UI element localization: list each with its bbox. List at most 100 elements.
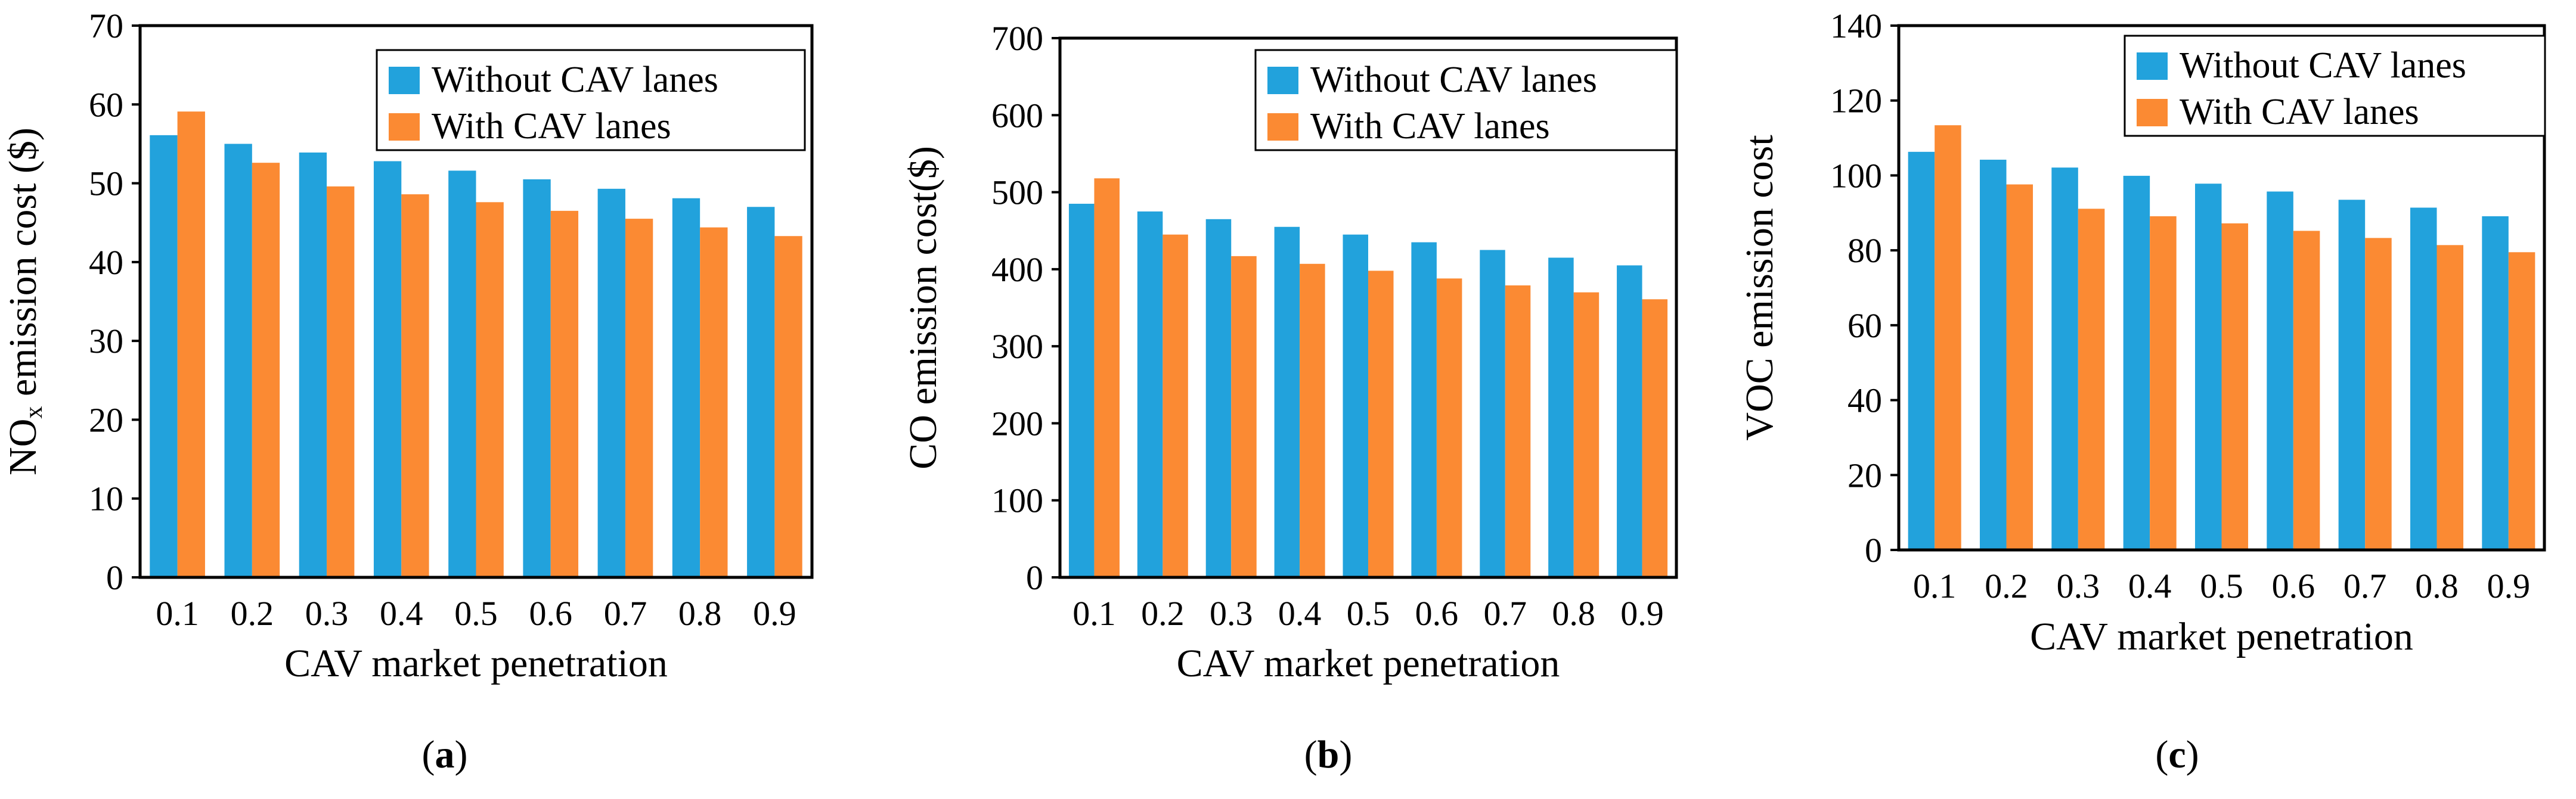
- bar-without-cav-lanes-0.6: [523, 179, 551, 577]
- y-tick-label: 140: [1830, 7, 1882, 45]
- bar-without-cav-lanes-0.1: [1068, 203, 1095, 577]
- x-axis-title: CAV market penetration: [1177, 642, 1560, 685]
- caption-letter: a: [435, 733, 455, 776]
- bar-without-cav-lanes-0.8: [2410, 207, 2437, 550]
- legend-label: Without CAV lanes: [432, 60, 718, 100]
- y-tick-label: 400: [991, 250, 1043, 289]
- y-tick-label: 70: [89, 7, 123, 45]
- y-axis-title-subscript: x: [20, 406, 48, 419]
- bar-without-cav-lanes-0.2: [224, 144, 252, 577]
- legend-box: [376, 49, 806, 151]
- bar-with-cav-lanes-0.4: [401, 194, 429, 577]
- bar-without-cav-lanes-0.7: [2338, 200, 2366, 550]
- legend-box: [1254, 49, 1678, 151]
- x-tick-label: 0.7: [604, 594, 647, 633]
- x-tick-label: 0.5: [1347, 594, 1390, 633]
- y-axis-title-prefix: VOC emission cost: [1738, 135, 1781, 440]
- legend-label: With CAV lanes: [1310, 106, 1550, 147]
- chart-panel-2: 0 100 200 300 400 500 600 700 0.1 0.2 0.3 0.4 0.5 0.6…: [901, 19, 1678, 776]
- x-tick-label: 0.1: [156, 594, 199, 633]
- y-tick-label: 500: [991, 173, 1043, 212]
- y-tick-label: 0: [106, 558, 123, 597]
- y-axis-title-prefix: CO emission cost($): [901, 146, 945, 470]
- x-tick-label: 0.2: [1141, 594, 1185, 633]
- y-axis-title-suffix: emission cost ($): [1, 128, 45, 406]
- y-tick-label: 20: [1847, 456, 1882, 495]
- x-tick-label: 0.8: [2415, 567, 2459, 605]
- y-axis-title: CO emission cost($): [901, 146, 945, 470]
- x-axis-title: CAV market penetration: [2030, 615, 2413, 658]
- bar-with-cav-lanes-0.6: [2293, 231, 2320, 550]
- bar-with-cav-lanes-0.7: [2365, 238, 2392, 550]
- bar-with-cav-lanes-0.2: [252, 163, 280, 578]
- bar-without-cav-lanes-0.9: [1617, 265, 1642, 578]
- panel-caption: (b): [1304, 733, 1353, 776]
- x-tick-label: 0.8: [678, 594, 722, 633]
- x-tick-label: 0.6: [2272, 567, 2315, 605]
- bar-with-cav-lanes-0.9: [1642, 299, 1668, 577]
- bar-without-cav-lanes-0.7: [597, 188, 625, 577]
- caption-close-paren: ): [455, 733, 468, 776]
- x-tick-label: 0.4: [2128, 567, 2172, 605]
- bar-without-cav-lanes-0.5: [1343, 234, 1368, 577]
- x-tick-label: 0.6: [1415, 594, 1459, 633]
- y-tick-label: 40: [1847, 381, 1882, 420]
- x-tick-label: 0.9: [2487, 567, 2531, 605]
- y-tick-label: 700: [991, 19, 1043, 58]
- legend-swatch-with-cav-lanes: [2137, 99, 2168, 126]
- bar-without-cav-lanes-0.8: [1548, 257, 1574, 577]
- x-tick-label: 0.1: [1072, 594, 1116, 633]
- y-tick-label: 20: [89, 400, 123, 439]
- plot-frame: [1058, 36, 1678, 579]
- bar-with-cav-lanes-0.1: [1094, 178, 1120, 577]
- panel-caption: (a): [422, 733, 468, 776]
- x-tick-label: 0.2: [231, 594, 274, 633]
- caption-open-paren: (: [422, 733, 435, 776]
- legend: Without CAV lanes With CAV lanes: [1254, 49, 1678, 151]
- bar-with-cav-lanes-0.3: [2078, 209, 2105, 550]
- x-tick-label: 0.5: [2200, 567, 2243, 605]
- bar-without-cav-lanes-0.2: [1137, 211, 1163, 578]
- legend-label: With CAV lanes: [432, 106, 671, 147]
- x-tick-label: 0.2: [1985, 567, 2028, 605]
- bar-without-cav-lanes-0.5: [448, 170, 476, 577]
- legend-label: With CAV lanes: [2180, 92, 2419, 132]
- bar-with-cav-lanes-0.5: [2221, 223, 2249, 550]
- bar-without-cav-lanes-0.3: [299, 152, 327, 578]
- bar-without-cav-lanes-0.6: [1411, 242, 1437, 577]
- bar-without-cav-lanes-0.8: [672, 198, 700, 578]
- y-tick-label: 30: [89, 322, 123, 360]
- bar-without-cav-lanes-0.7: [1480, 250, 1505, 577]
- y-tick-label: 80: [1847, 231, 1882, 270]
- bar-with-cav-lanes-0.4: [2150, 216, 2177, 550]
- y-tick-label: 50: [89, 164, 123, 203]
- y-tick-label: 120: [1830, 82, 1882, 120]
- y-tick-label: 10: [89, 480, 123, 518]
- x-tick-label: 0.3: [2057, 567, 2100, 605]
- x-tick-label: 0.4: [380, 594, 423, 633]
- legend: Without CAV lanes With CAV lanes: [2124, 35, 2546, 137]
- x-tick-label: 0.9: [753, 594, 796, 633]
- caption-open-paren: (: [2155, 733, 2168, 776]
- bar-with-cav-lanes-0.1: [1935, 125, 1961, 550]
- legend-label: Without CAV lanes: [1310, 60, 1597, 100]
- bar-without-cav-lanes-0.4: [373, 161, 402, 577]
- bar-without-cav-lanes-0.4: [2123, 176, 2150, 550]
- x-tick-label: 0.9: [1620, 594, 1664, 633]
- y-tick-label: 600: [991, 96, 1043, 135]
- bar-without-cav-lanes-0.5: [2194, 184, 2222, 550]
- chart-panel-1: 0 10 20 30 40 50 60 70 0.1 0.2 0.3 0.4 0.5 0.6 0.7 0.8 0…: [1, 7, 814, 776]
- legend-box: [2124, 35, 2546, 137]
- bar-with-cav-lanes-0.6: [550, 210, 579, 577]
- bar-with-cav-lanes-0.4: [1300, 263, 1325, 577]
- legend: Without CAV lanes With CAV lanes: [376, 49, 806, 151]
- x-axis-title: CAV market penetration: [284, 642, 668, 685]
- chart-panel-3: 0 20 40 60 80 100 120 140 0.1 0.2 0.3 0.4 0.5 0.6 0.7 0…: [1738, 7, 2546, 776]
- bar-with-cav-lanes-0.8: [2436, 245, 2464, 550]
- bar-with-cav-lanes-0.3: [327, 186, 355, 577]
- y-tick-label: 60: [1847, 306, 1882, 345]
- y-tick-label: 300: [991, 327, 1043, 366]
- y-axis-title: VOC emission cost: [1738, 135, 1781, 440]
- x-tick-label: 0.1: [1913, 567, 1957, 605]
